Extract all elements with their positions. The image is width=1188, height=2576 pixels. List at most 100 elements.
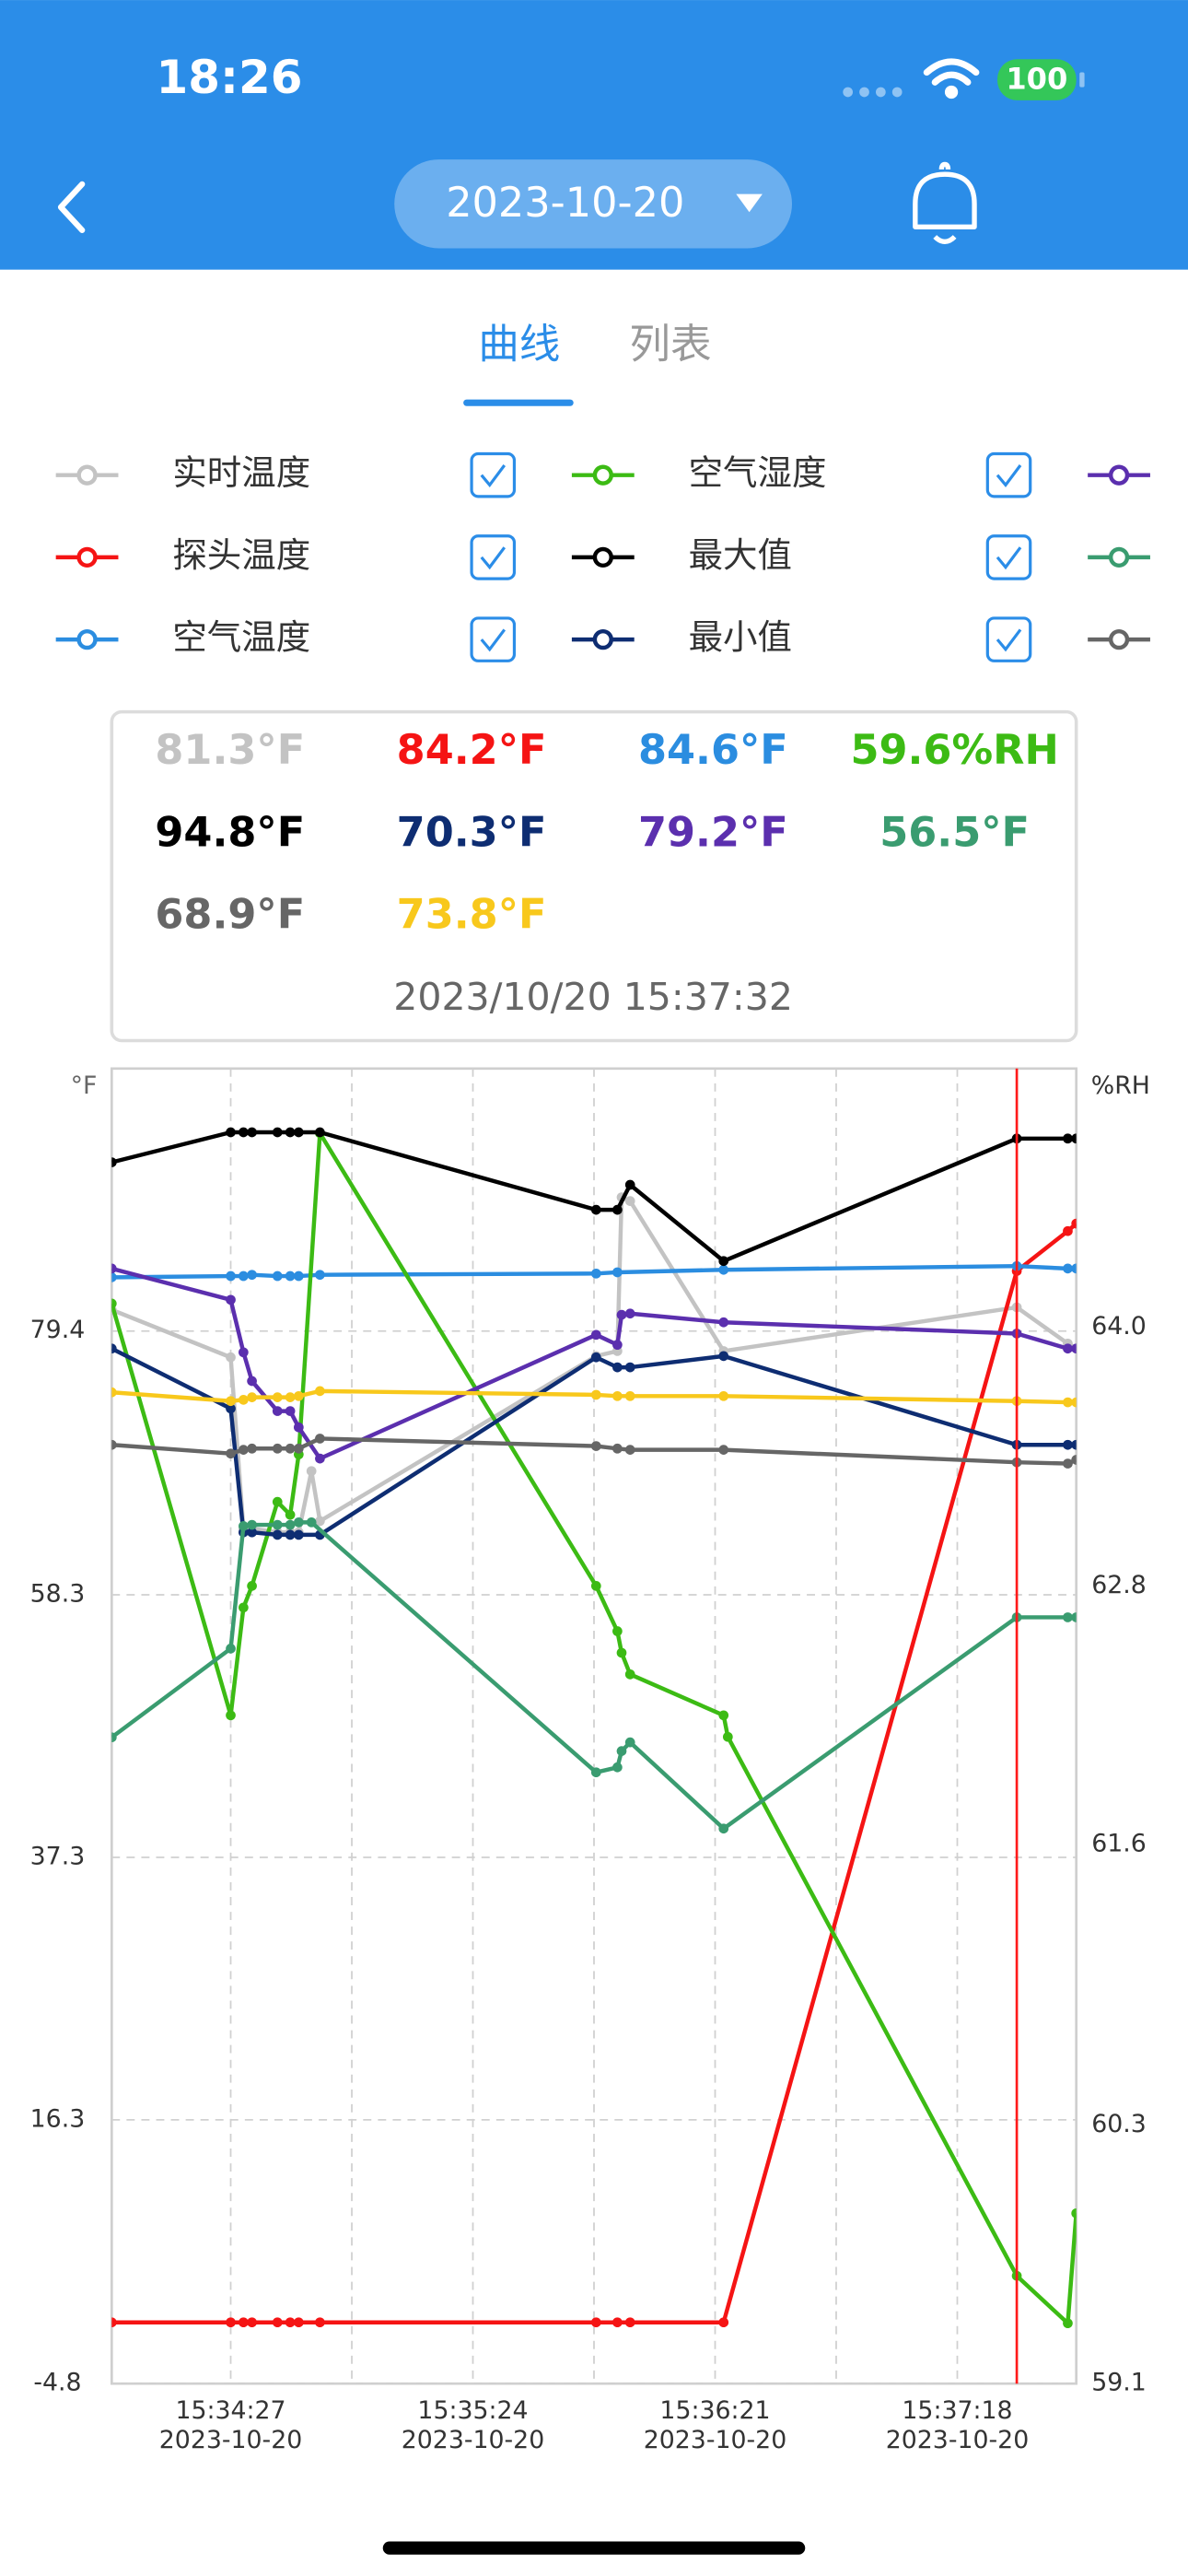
data-point xyxy=(272,1127,283,1138)
data-point xyxy=(590,1204,601,1215)
battery-level: 100 xyxy=(1006,61,1067,96)
x-tick-label: 15:37:18 xyxy=(902,2396,1012,2425)
data-point xyxy=(285,1443,296,1454)
legend-checkbox[interactable] xyxy=(470,534,517,580)
y2-tick-label: 60.3 xyxy=(1091,2110,1147,2138)
readout-value: 81.3°F xyxy=(155,726,305,774)
data-point xyxy=(272,1443,283,1454)
legend-checkbox[interactable] xyxy=(985,616,1032,662)
y-axis-label: °F xyxy=(71,1071,98,1100)
data-point xyxy=(624,1179,635,1190)
tab-underline xyxy=(463,399,574,406)
data-point xyxy=(624,1308,635,1319)
data-point xyxy=(315,1386,325,1397)
data-point xyxy=(718,1264,729,1275)
data-point xyxy=(1063,1397,1073,1408)
data-point xyxy=(226,2317,236,2328)
legend-checkbox[interactable] xyxy=(470,616,517,662)
data-point xyxy=(111,1272,117,1282)
data-point xyxy=(285,1406,296,1416)
data-point xyxy=(1071,1218,1077,1229)
data-point xyxy=(306,1516,317,1528)
data-point xyxy=(226,1127,236,1138)
data-point xyxy=(293,1443,304,1454)
y2-tick-label: 62.8 xyxy=(1091,1571,1147,1599)
tab-list[interactable]: 列表 xyxy=(629,321,711,369)
data-point xyxy=(1063,1225,1073,1236)
data-point xyxy=(612,1762,623,1773)
data-point xyxy=(315,1270,325,1281)
data-point xyxy=(718,2317,729,2328)
data-point xyxy=(239,1521,249,1531)
data-point xyxy=(272,1496,283,1507)
data-point xyxy=(111,1387,117,1398)
data-point xyxy=(285,1127,296,1138)
data-point xyxy=(272,1392,283,1403)
data-point xyxy=(111,1439,117,1450)
data-point xyxy=(285,1270,296,1282)
legend-checkbox[interactable] xyxy=(985,451,1032,498)
data-point xyxy=(293,1270,304,1282)
checkbox-check xyxy=(480,628,507,652)
data-point xyxy=(590,1767,601,1778)
y-tick-label: 16.3 xyxy=(30,2104,86,2133)
readout-value: 56.5°F xyxy=(879,808,1030,856)
y2-axis-label: %RH xyxy=(1091,1071,1150,1100)
readout-value: 73.8°F xyxy=(397,891,547,939)
data-point xyxy=(1063,1458,1073,1469)
checkbox-check xyxy=(480,546,507,570)
data-point xyxy=(285,2317,296,2328)
data-point xyxy=(226,1403,236,1414)
data-point xyxy=(315,2317,325,2328)
y2-tick-label: 64.0 xyxy=(1091,1312,1147,1341)
data-point xyxy=(226,1448,236,1459)
data-point xyxy=(315,1516,325,1527)
back-button[interactable] xyxy=(57,181,86,233)
legend-checkbox[interactable] xyxy=(470,451,517,498)
data-point xyxy=(1071,1133,1077,1144)
tab-curve[interactable]: 曲线 xyxy=(478,321,560,369)
data-point xyxy=(1071,1397,1077,1408)
data-point xyxy=(612,1204,623,1215)
readout-value: 70.3°F xyxy=(397,808,547,856)
y-tick-label: 37.3 xyxy=(30,1842,86,1870)
data-point xyxy=(1063,1263,1073,1274)
data-point xyxy=(624,1390,635,1401)
data-point xyxy=(590,2317,601,2328)
legend-checkbox[interactable] xyxy=(985,534,1032,580)
date-picker[interactable] xyxy=(394,159,792,249)
data-point xyxy=(285,1392,296,1403)
readout-panel xyxy=(110,709,1078,1043)
legend-marker xyxy=(1108,464,1130,486)
data-point xyxy=(293,1529,304,1540)
data-point xyxy=(293,1390,304,1401)
data-point xyxy=(272,1529,283,1540)
checkbox-check xyxy=(996,464,1022,487)
data-point xyxy=(1063,1343,1073,1354)
readout-value: 68.9°F xyxy=(155,891,305,939)
readout-time: 2023/10/20 15:37:32 xyxy=(393,975,793,1019)
legend-label: 实时温度 xyxy=(172,452,310,493)
data-point xyxy=(624,1445,635,1455)
data-point xyxy=(624,1669,635,1680)
data-point xyxy=(247,1527,257,1538)
y-tick-label: -4.8 xyxy=(33,2369,81,2397)
data-point xyxy=(293,2317,304,2328)
data-point xyxy=(1071,1612,1077,1622)
data-point xyxy=(718,1390,729,1401)
data-point xyxy=(590,1268,601,1279)
series-line xyxy=(111,1130,1077,1263)
legend-marker xyxy=(76,464,98,486)
checkbox-check xyxy=(480,464,507,487)
data-point xyxy=(111,1157,117,1167)
legend-marker xyxy=(592,628,613,650)
data-point xyxy=(1071,2207,1077,2219)
legend-label: 空气湿度 xyxy=(689,452,827,493)
legend-marker xyxy=(1108,546,1130,568)
data-point xyxy=(1071,1263,1077,1274)
x-tick-date: 2023-10-20 xyxy=(644,2426,786,2454)
data-point xyxy=(247,1581,257,1591)
bell-button[interactable] xyxy=(913,161,977,244)
